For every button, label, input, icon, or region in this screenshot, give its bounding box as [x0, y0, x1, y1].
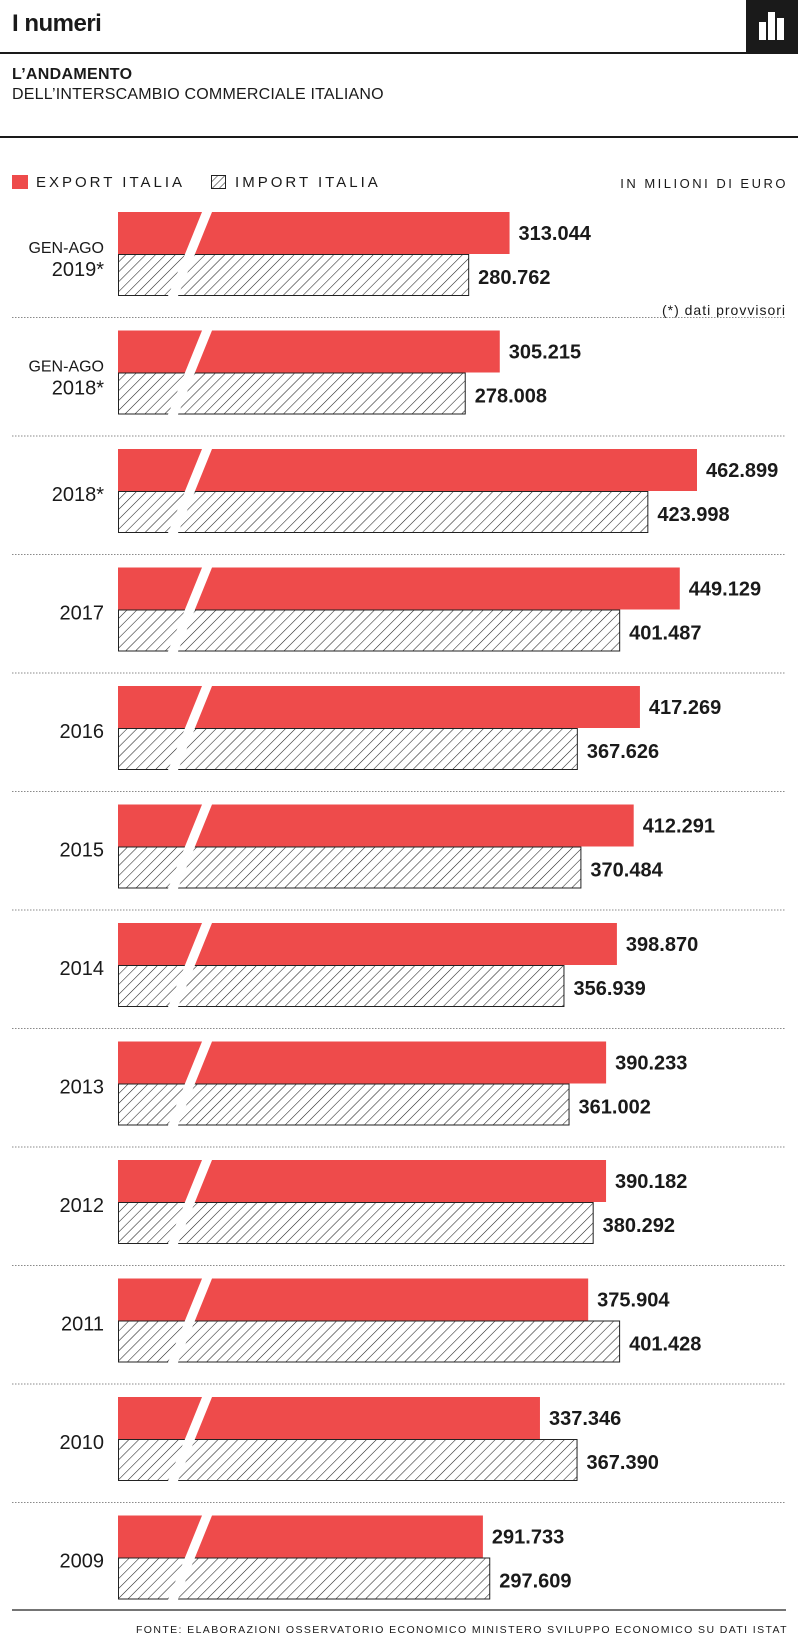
import-value-label: 367.626	[587, 741, 659, 763]
import-value-label: 361.002	[579, 1097, 651, 1119]
bar-chart-icon	[746, 0, 798, 52]
import-value-label: 401.428	[629, 1334, 701, 1356]
category-label-year: 2009	[60, 1551, 105, 1573]
category-label-year: 2012	[60, 1195, 105, 1217]
chart-title: L’ANDAMENTO	[12, 66, 133, 83]
axis-break	[168, 567, 212, 652]
category-label-year: 2011	[61, 1314, 104, 1336]
import-value-label: 370.484	[590, 860, 663, 882]
export-bar	[118, 1397, 540, 1439]
category-label-year: 2017	[60, 603, 105, 625]
import-bar	[118, 609, 621, 652]
export-value-label: 412.291	[643, 816, 715, 838]
import-bar	[118, 1439, 578, 1481]
source-note: FONTE: ELABORAZIONI OSSERVATORIO ECONOMI…	[135, 1624, 788, 1636]
export-bar	[118, 1515, 483, 1558]
export-value-label: 375.904	[597, 1290, 670, 1312]
export-value-label: 417.269	[649, 697, 721, 719]
import-bar	[118, 1320, 621, 1363]
axis-break	[168, 330, 212, 415]
heading-rule	[0, 136, 798, 138]
export-bar	[118, 330, 500, 373]
export-value-label: 313.044	[519, 223, 592, 245]
chart-subtitle: DELL’INTERSCAMBIO COMMERCIALE ITALIANO	[12, 86, 384, 103]
import-value-label: 401.487	[629, 623, 701, 645]
axis-break	[168, 923, 212, 1007]
import-bar	[118, 728, 578, 770]
chart-heading: L’ANDAMENTO DELL’INTERSCAMBIO COMMERCIAL…	[12, 66, 782, 104]
axis-break	[168, 804, 212, 889]
import-bar	[118, 846, 582, 889]
legend: EXPORT ITALIA IMPORT ITALIA	[12, 172, 407, 192]
export-value-label: 390.182	[615, 1171, 687, 1193]
export-value-label: 337.346	[549, 1408, 621, 1430]
import-value-label: 367.390	[587, 1452, 659, 1474]
import-value-label: 278.008	[475, 386, 547, 408]
legend-swatch-import	[211, 175, 227, 189]
bar-chart: 313.044 280.762 GEN-AGO 2019* (*) dati provv…	[12, 212, 786, 1611]
category-label-year: 2016	[60, 721, 105, 743]
import-bar	[118, 491, 649, 533]
category-label-year: 2014	[60, 958, 105, 980]
axis-break	[168, 1160, 212, 1244]
import-value-label: 423.998	[657, 504, 729, 526]
axis-break	[168, 1515, 212, 1600]
category-label-year: 2018*	[52, 378, 104, 400]
export-value-label: 390.233	[615, 1053, 687, 1075]
export-bar	[118, 567, 680, 610]
category-label-period: GEN-AGO	[28, 359, 104, 376]
units-label: IN MILIONI DI EURO	[620, 176, 788, 191]
legend-item-export: EXPORT ITALIA	[12, 174, 185, 191]
top-bar: I numeri	[0, 0, 798, 54]
legend-label-import: IMPORT ITALIA	[235, 173, 381, 191]
export-value-label: 462.899	[706, 460, 778, 482]
import-value-label: 297.609	[499, 1571, 571, 1593]
category-label-period: GEN-AGO	[28, 240, 104, 257]
import-bar	[118, 1083, 570, 1126]
import-value-label: 380.292	[603, 1215, 675, 1237]
export-value-label: 449.129	[689, 579, 761, 601]
import-bar	[118, 372, 466, 415]
category-label-year: 2013	[60, 1077, 105, 1099]
import-bar	[118, 965, 565, 1007]
axis-break	[168, 1041, 212, 1126]
provisional-note: (*) dati provvisori	[662, 302, 786, 318]
section-title: I numeri	[12, 10, 102, 37]
legend-label-export: EXPORT ITALIA	[36, 173, 186, 191]
export-value-label: 291.733	[492, 1527, 564, 1549]
category-label-year: 2015	[60, 840, 105, 862]
axis-break	[168, 1397, 212, 1481]
category-label-year: 2010	[60, 1432, 105, 1454]
import-bar	[118, 1202, 594, 1244]
axis-break	[168, 212, 212, 296]
axis-break	[168, 686, 212, 770]
export-value-label: 305.215	[509, 342, 581, 364]
export-value-label: 398.870	[626, 934, 698, 956]
legend-swatch-export	[12, 175, 28, 189]
category-label-year: 2019*	[52, 259, 104, 281]
axis-break	[168, 1278, 212, 1363]
export-bar	[118, 212, 510, 254]
axis-break	[168, 449, 212, 533]
category-label-year: 2018*	[52, 484, 104, 506]
import-value-label: 356.939	[573, 978, 645, 1000]
legend-item-import: IMPORT ITALIA	[211, 174, 381, 191]
import-value-label: 280.762	[478, 267, 550, 289]
export-bar	[118, 449, 697, 491]
